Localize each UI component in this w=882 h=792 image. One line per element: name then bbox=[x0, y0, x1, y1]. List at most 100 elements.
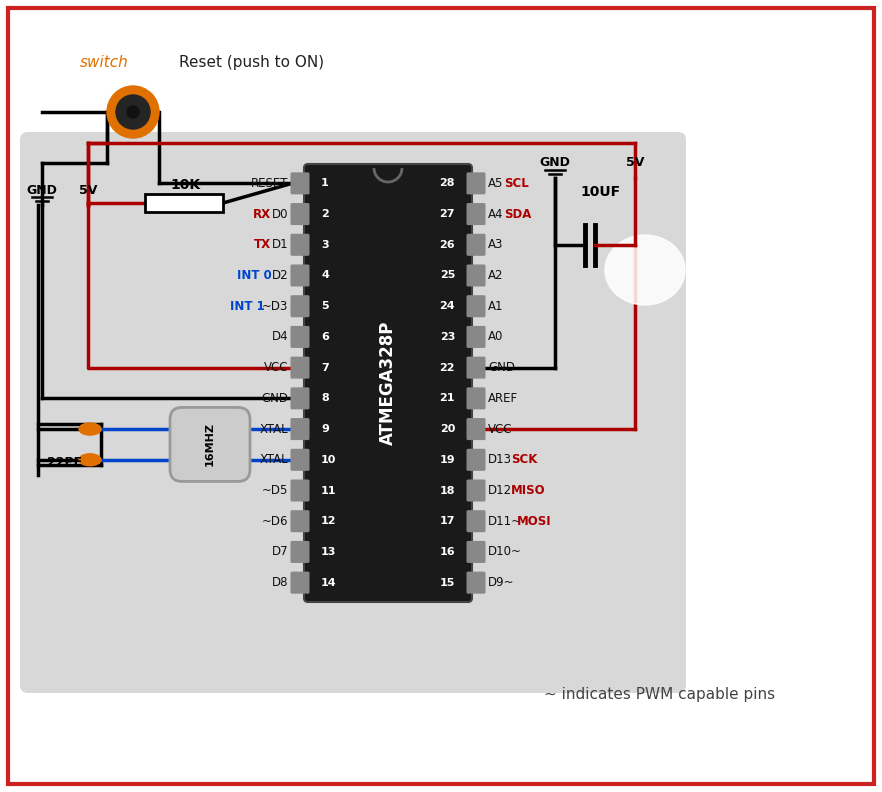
Circle shape bbox=[127, 106, 139, 118]
Text: 13: 13 bbox=[321, 547, 336, 557]
FancyBboxPatch shape bbox=[467, 572, 485, 594]
Text: 5V: 5V bbox=[78, 184, 97, 196]
Text: 9: 9 bbox=[321, 424, 329, 434]
FancyBboxPatch shape bbox=[290, 449, 310, 470]
Text: switch: switch bbox=[79, 55, 129, 70]
FancyBboxPatch shape bbox=[467, 541, 485, 563]
Text: 12: 12 bbox=[321, 516, 337, 526]
Text: D1: D1 bbox=[272, 238, 288, 251]
FancyBboxPatch shape bbox=[290, 265, 310, 287]
FancyBboxPatch shape bbox=[467, 326, 485, 348]
Text: SCL: SCL bbox=[505, 177, 529, 190]
Text: ~D5: ~D5 bbox=[262, 484, 288, 497]
Text: ~D3: ~D3 bbox=[262, 299, 288, 313]
Text: GND: GND bbox=[261, 392, 288, 405]
Text: D7: D7 bbox=[272, 546, 288, 558]
FancyBboxPatch shape bbox=[467, 234, 485, 256]
FancyBboxPatch shape bbox=[20, 132, 686, 693]
FancyBboxPatch shape bbox=[145, 194, 223, 212]
FancyBboxPatch shape bbox=[467, 295, 485, 318]
Text: A2: A2 bbox=[488, 269, 504, 282]
Text: GND: GND bbox=[540, 155, 571, 169]
Circle shape bbox=[107, 86, 159, 138]
FancyBboxPatch shape bbox=[290, 418, 310, 440]
Text: A5: A5 bbox=[488, 177, 504, 190]
Text: INT 1: INT 1 bbox=[230, 299, 265, 313]
Text: A4: A4 bbox=[488, 208, 504, 220]
FancyBboxPatch shape bbox=[290, 295, 310, 318]
Text: D12: D12 bbox=[488, 484, 512, 497]
Text: ~ indicates PWM capable pins: ~ indicates PWM capable pins bbox=[544, 687, 775, 703]
Text: D4: D4 bbox=[272, 330, 288, 344]
Text: RESET: RESET bbox=[250, 177, 288, 190]
Text: 19: 19 bbox=[439, 455, 455, 465]
Text: 10UF: 10UF bbox=[580, 185, 620, 199]
Text: D2: D2 bbox=[272, 269, 288, 282]
Text: D8: D8 bbox=[272, 576, 288, 589]
Text: 18: 18 bbox=[439, 485, 455, 496]
Text: 24: 24 bbox=[439, 301, 455, 311]
Text: 7: 7 bbox=[321, 363, 329, 373]
Text: TX: TX bbox=[254, 238, 272, 251]
Text: VCC: VCC bbox=[264, 361, 288, 374]
Text: SDA: SDA bbox=[505, 208, 532, 220]
Text: MISO: MISO bbox=[511, 484, 546, 497]
Text: ~D6: ~D6 bbox=[261, 515, 288, 527]
Text: ATMEGA328P: ATMEGA328P bbox=[379, 321, 397, 445]
Text: A1: A1 bbox=[488, 299, 504, 313]
Text: 1: 1 bbox=[321, 178, 329, 188]
Circle shape bbox=[116, 95, 150, 129]
Text: 28: 28 bbox=[439, 178, 455, 188]
Text: D11~: D11~ bbox=[488, 515, 522, 527]
Text: GND: GND bbox=[26, 184, 57, 196]
Text: 27: 27 bbox=[439, 209, 455, 219]
FancyBboxPatch shape bbox=[467, 387, 485, 409]
FancyBboxPatch shape bbox=[290, 234, 310, 256]
Text: 4: 4 bbox=[321, 271, 329, 280]
Text: 25: 25 bbox=[439, 271, 455, 280]
FancyBboxPatch shape bbox=[170, 407, 250, 482]
Text: 11: 11 bbox=[321, 485, 337, 496]
Text: 5V: 5V bbox=[626, 155, 644, 169]
Text: A0: A0 bbox=[488, 330, 504, 344]
Text: XTAL: XTAL bbox=[259, 423, 288, 436]
FancyBboxPatch shape bbox=[290, 173, 310, 194]
Text: 16MHZ: 16MHZ bbox=[205, 422, 215, 466]
Text: 15: 15 bbox=[439, 577, 455, 588]
Text: 20: 20 bbox=[439, 424, 455, 434]
FancyBboxPatch shape bbox=[467, 173, 485, 194]
Text: SCK: SCK bbox=[511, 453, 537, 466]
Text: 10: 10 bbox=[321, 455, 336, 465]
Text: 22PF: 22PF bbox=[48, 456, 83, 469]
FancyBboxPatch shape bbox=[290, 326, 310, 348]
Text: 5: 5 bbox=[321, 301, 329, 311]
FancyBboxPatch shape bbox=[467, 479, 485, 501]
FancyBboxPatch shape bbox=[304, 164, 472, 602]
Text: 21: 21 bbox=[439, 394, 455, 403]
Text: 23: 23 bbox=[439, 332, 455, 342]
Ellipse shape bbox=[79, 423, 101, 435]
FancyBboxPatch shape bbox=[467, 203, 485, 225]
Text: Reset (push to ON): Reset (push to ON) bbox=[179, 55, 325, 70]
FancyBboxPatch shape bbox=[467, 356, 485, 379]
FancyBboxPatch shape bbox=[290, 510, 310, 532]
Text: 26: 26 bbox=[439, 240, 455, 249]
Text: VCC: VCC bbox=[488, 423, 512, 436]
FancyBboxPatch shape bbox=[467, 418, 485, 440]
Text: MOSI: MOSI bbox=[517, 515, 552, 527]
Text: 6: 6 bbox=[321, 332, 329, 342]
Text: D10~: D10~ bbox=[488, 546, 522, 558]
Text: RX: RX bbox=[253, 208, 272, 220]
Text: 22: 22 bbox=[439, 363, 455, 373]
Text: A3: A3 bbox=[488, 238, 504, 251]
Text: 17: 17 bbox=[439, 516, 455, 526]
Text: D13: D13 bbox=[488, 453, 512, 466]
FancyBboxPatch shape bbox=[467, 265, 485, 287]
FancyBboxPatch shape bbox=[290, 203, 310, 225]
FancyBboxPatch shape bbox=[290, 356, 310, 379]
Text: D0: D0 bbox=[272, 208, 288, 220]
FancyBboxPatch shape bbox=[467, 510, 485, 532]
Text: GND: GND bbox=[488, 361, 515, 374]
Text: 8: 8 bbox=[321, 394, 329, 403]
FancyBboxPatch shape bbox=[290, 479, 310, 501]
